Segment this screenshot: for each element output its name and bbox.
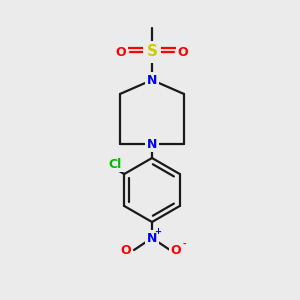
- Text: N: N: [147, 74, 157, 86]
- Text: Cl: Cl: [108, 158, 121, 170]
- Text: O: O: [116, 46, 126, 59]
- Text: N: N: [147, 137, 157, 151]
- Text: O: O: [121, 244, 131, 256]
- Text: O: O: [178, 46, 188, 59]
- Text: +: +: [154, 227, 161, 236]
- Text: -: -: [182, 239, 186, 248]
- Text: S: S: [146, 44, 158, 59]
- Text: N: N: [147, 232, 157, 244]
- Text: O: O: [171, 244, 181, 256]
